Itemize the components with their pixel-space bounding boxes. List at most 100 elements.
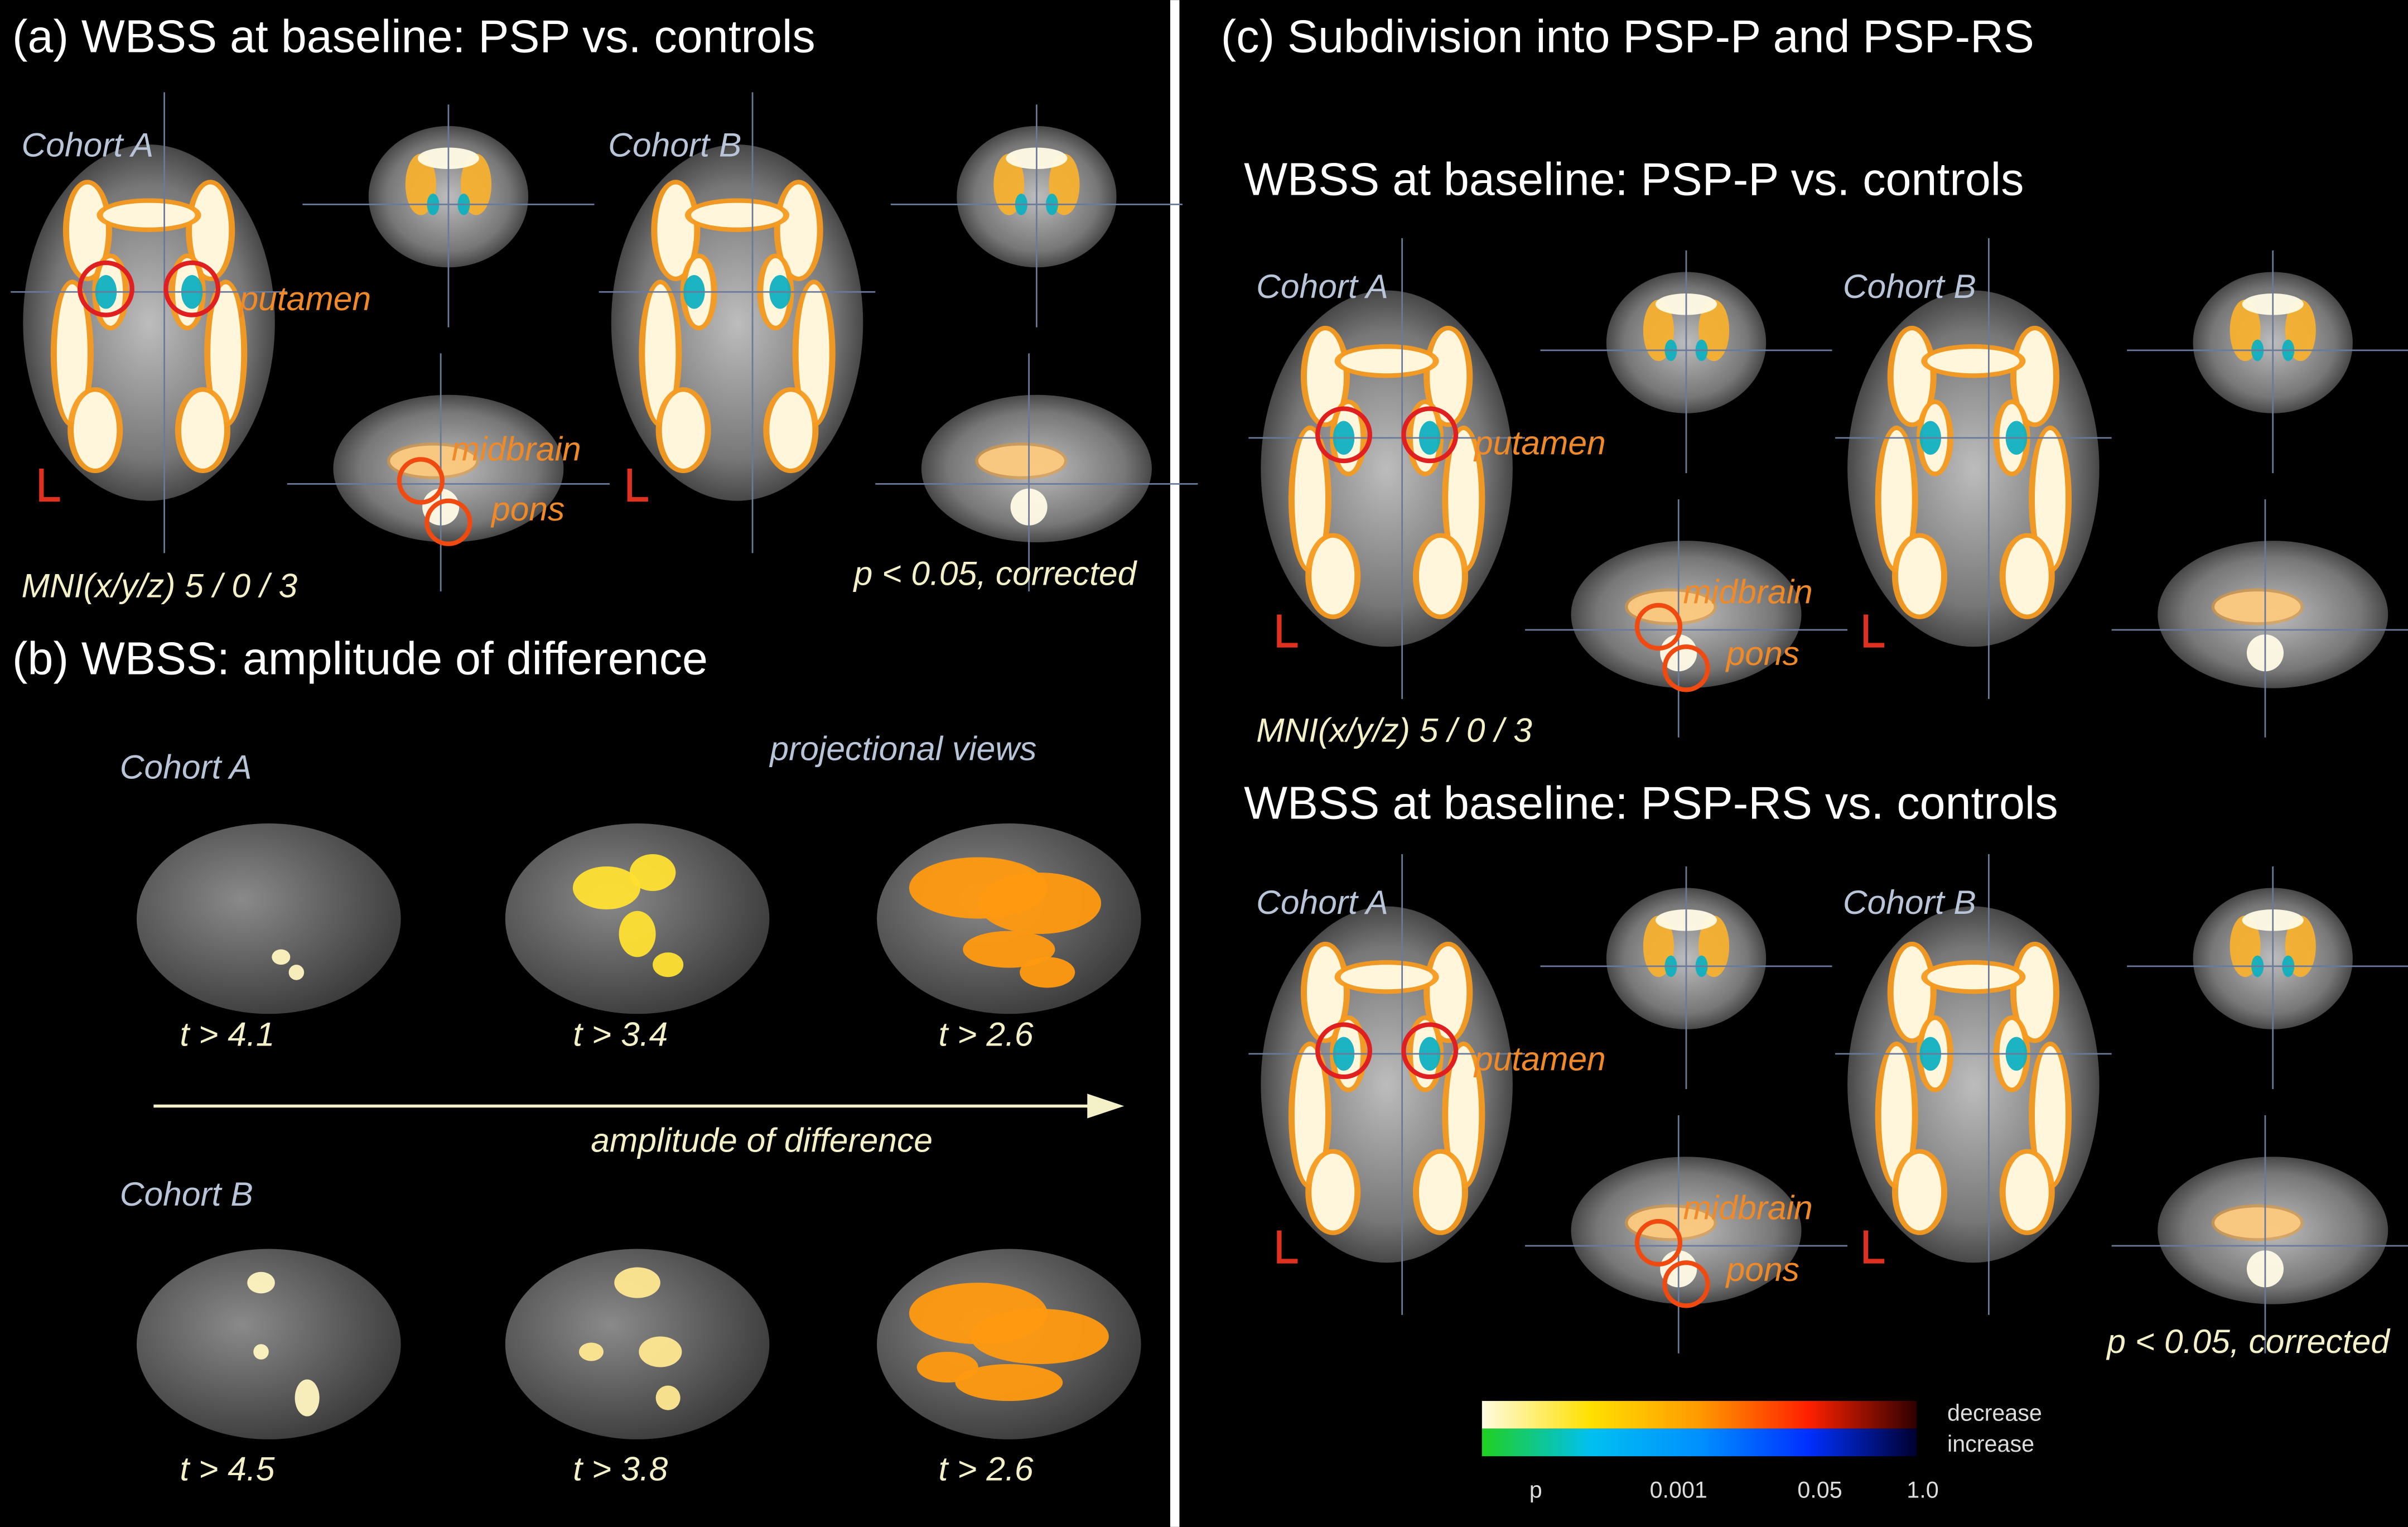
colorbar-label: decrease bbox=[1947, 1400, 2042, 1426]
colorbar-decrease bbox=[1482, 1401, 1917, 1429]
activation bbox=[975, 442, 1068, 480]
activation bbox=[662, 392, 705, 469]
orientation-mark bbox=[627, 468, 648, 502]
activation bbox=[2034, 1046, 2066, 1184]
activation bbox=[1881, 430, 1912, 569]
region-label: midbrain bbox=[1683, 573, 1812, 611]
arrow-head bbox=[1087, 1094, 1125, 1119]
activation bbox=[619, 911, 656, 957]
cohort-label: Cohort A bbox=[22, 126, 154, 163]
activation bbox=[2016, 330, 2054, 423]
highlight bbox=[163, 260, 221, 317]
region-label: midbrain bbox=[1683, 1189, 1812, 1227]
activation bbox=[645, 284, 676, 423]
significance: p < 0.05, corrected bbox=[2106, 1322, 2391, 1360]
highlight bbox=[1315, 406, 1372, 464]
activation bbox=[1306, 330, 1344, 423]
activation bbox=[74, 392, 117, 469]
colorbar-tick: 0.001 bbox=[1650, 1477, 1707, 1502]
activation bbox=[1306, 946, 1344, 1039]
activation bbox=[103, 203, 195, 228]
colorbar-tick: 1.0 bbox=[1907, 1477, 1938, 1502]
region-label: pons bbox=[490, 490, 564, 528]
activation bbox=[1927, 349, 2020, 374]
activation bbox=[1294, 430, 1326, 569]
activation bbox=[1340, 349, 1433, 374]
activation bbox=[657, 184, 694, 277]
arrow-label: amplitude of difference bbox=[591, 1121, 933, 1159]
cohort-label: Cohort A bbox=[120, 748, 252, 786]
threshold: t > 2.6 bbox=[939, 1015, 1034, 1053]
threshold: t > 3.8 bbox=[573, 1450, 668, 1488]
activation bbox=[1311, 1153, 1355, 1231]
highlight bbox=[1634, 603, 1683, 651]
activation bbox=[1448, 1046, 1479, 1184]
threshold: t > 4.1 bbox=[180, 1015, 274, 1053]
activation bbox=[295, 1379, 320, 1417]
region-label: pons bbox=[1725, 634, 1799, 672]
activation bbox=[69, 184, 106, 277]
activation bbox=[247, 1271, 275, 1294]
colorbar-increase bbox=[1482, 1428, 1917, 1457]
orientation-mark bbox=[39, 468, 60, 502]
region-label: putamen bbox=[1473, 1040, 1606, 1078]
highlight bbox=[1401, 1022, 1459, 1080]
highlight bbox=[424, 498, 472, 546]
activation bbox=[2211, 588, 2304, 625]
section-title: WBSS at baseline: PSP-RS vs. controls bbox=[1244, 777, 2058, 828]
region-label: midbrain bbox=[451, 430, 581, 468]
activation bbox=[1448, 430, 1479, 569]
activation bbox=[916, 1351, 978, 1383]
activation bbox=[780, 184, 817, 277]
activation bbox=[1020, 957, 1075, 988]
threshold: t > 4.5 bbox=[180, 1450, 274, 1488]
cohort-label: Cohort A bbox=[1256, 267, 1388, 305]
panel-title: (b) WBSS: amplitude of difference bbox=[12, 633, 708, 685]
highlight bbox=[1662, 1260, 1710, 1308]
colorbar-label: increase bbox=[1947, 1431, 2034, 1457]
orientation-mark bbox=[1277, 614, 1298, 648]
highlight bbox=[1662, 644, 1710, 692]
activation bbox=[1340, 965, 1433, 990]
activation bbox=[971, 1308, 1109, 1364]
orientation-mark bbox=[1863, 1230, 1885, 1264]
highlight bbox=[1634, 1218, 1683, 1267]
images bbox=[11, 92, 2408, 1439]
cohort-label: Cohort B bbox=[1843, 883, 1976, 921]
activation bbox=[655, 1385, 681, 1410]
activation bbox=[1881, 1046, 1912, 1184]
highlight bbox=[1401, 406, 1459, 464]
activation bbox=[955, 1364, 1063, 1401]
activation bbox=[288, 965, 305, 980]
activation bbox=[572, 866, 641, 910]
activation bbox=[1893, 330, 1931, 423]
activation bbox=[1430, 330, 1467, 423]
cohort-label: Cohort B bbox=[120, 1175, 253, 1213]
activation bbox=[639, 1336, 682, 1367]
views-label: projectional views bbox=[769, 729, 1036, 767]
threshold: t > 2.6 bbox=[939, 1450, 1034, 1488]
panel-title: (a) WBSS at baseline: PSP vs. controls bbox=[12, 11, 815, 62]
activation bbox=[272, 949, 291, 965]
activation bbox=[2005, 1153, 2049, 1231]
activation bbox=[2016, 946, 2054, 1039]
region-label: pons bbox=[1725, 1250, 1799, 1288]
brain-render bbox=[505, 1249, 770, 1439]
activation bbox=[1294, 1046, 1326, 1184]
divider bbox=[1170, 0, 1180, 1527]
activation bbox=[2211, 1204, 2304, 1241]
activation bbox=[192, 184, 229, 277]
brain-render bbox=[137, 1249, 401, 1439]
coordinates: MNI(x/y/z) 5 / 0 / 3 bbox=[1256, 711, 1532, 749]
activation bbox=[181, 392, 224, 469]
brain-render bbox=[137, 823, 401, 1014]
cohort-label: Cohort A bbox=[1256, 883, 1388, 921]
activation bbox=[1893, 946, 1931, 1039]
activation bbox=[1898, 1153, 1942, 1231]
activation bbox=[769, 392, 813, 469]
colorbar-tick: p bbox=[1529, 1477, 1542, 1502]
cohort-label: Cohort B bbox=[608, 126, 741, 163]
highlight bbox=[78, 260, 134, 317]
activation bbox=[1311, 537, 1355, 615]
